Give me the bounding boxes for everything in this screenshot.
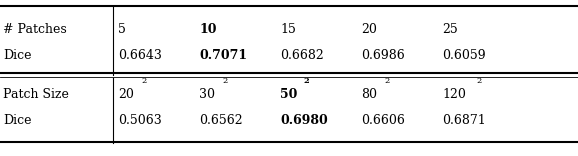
Text: Dice: Dice (3, 114, 31, 127)
Text: 0.5063: 0.5063 (118, 114, 162, 127)
Text: 20: 20 (361, 23, 377, 36)
Text: 5: 5 (118, 23, 127, 36)
Text: 2: 2 (477, 77, 482, 85)
Text: 0.6986: 0.6986 (361, 49, 405, 62)
Text: 0.6871: 0.6871 (442, 114, 486, 127)
Text: 0.6643: 0.6643 (118, 49, 162, 62)
Text: 2: 2 (303, 77, 309, 85)
Text: 30: 30 (199, 88, 216, 101)
Text: 80: 80 (361, 88, 377, 101)
Text: 25: 25 (442, 23, 458, 36)
Text: 0.6682: 0.6682 (280, 49, 324, 62)
Text: 0.7071: 0.7071 (199, 49, 247, 62)
Text: 15: 15 (280, 23, 296, 36)
Text: 0.6606: 0.6606 (361, 114, 405, 127)
Text: 0.6562: 0.6562 (199, 114, 243, 127)
Text: # Patches: # Patches (3, 23, 66, 36)
Text: 0.6059: 0.6059 (442, 49, 486, 62)
Text: 20: 20 (118, 88, 134, 101)
Text: 50: 50 (280, 88, 298, 101)
Text: 120: 120 (442, 88, 466, 101)
Text: Dice: Dice (3, 49, 31, 62)
Text: 10: 10 (199, 23, 217, 36)
Text: 2: 2 (142, 77, 147, 85)
Text: Patch Size: Patch Size (3, 88, 69, 101)
Text: 0.6980: 0.6980 (280, 114, 328, 127)
Text: 2: 2 (384, 77, 390, 85)
Text: 2: 2 (223, 77, 228, 85)
